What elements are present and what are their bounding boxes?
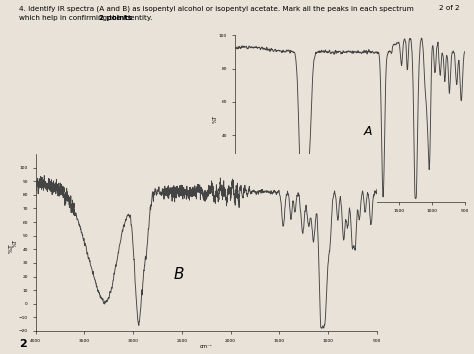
Y-axis label: %T: %T — [12, 239, 18, 246]
Text: B: B — [173, 267, 184, 282]
Text: 4. Identify IR spectra (A and B) as isopentyl alcohol or isopentyl acetate. Mark: 4. Identify IR spectra (A and B) as isop… — [19, 5, 414, 12]
Y-axis label: %T: %T — [212, 115, 218, 122]
X-axis label: cm⁻¹: cm⁻¹ — [343, 215, 356, 220]
X-axis label: cm⁻¹: cm⁻¹ — [200, 344, 213, 349]
Text: 2: 2 — [19, 339, 27, 349]
Text: %T: %T — [9, 243, 14, 253]
Text: 2 of 2: 2 of 2 — [439, 5, 460, 11]
Text: which help in confirming the identity.: which help in confirming the identity. — [19, 15, 157, 21]
Text: 2 points: 2 points — [99, 15, 132, 21]
Text: A: A — [364, 125, 372, 138]
